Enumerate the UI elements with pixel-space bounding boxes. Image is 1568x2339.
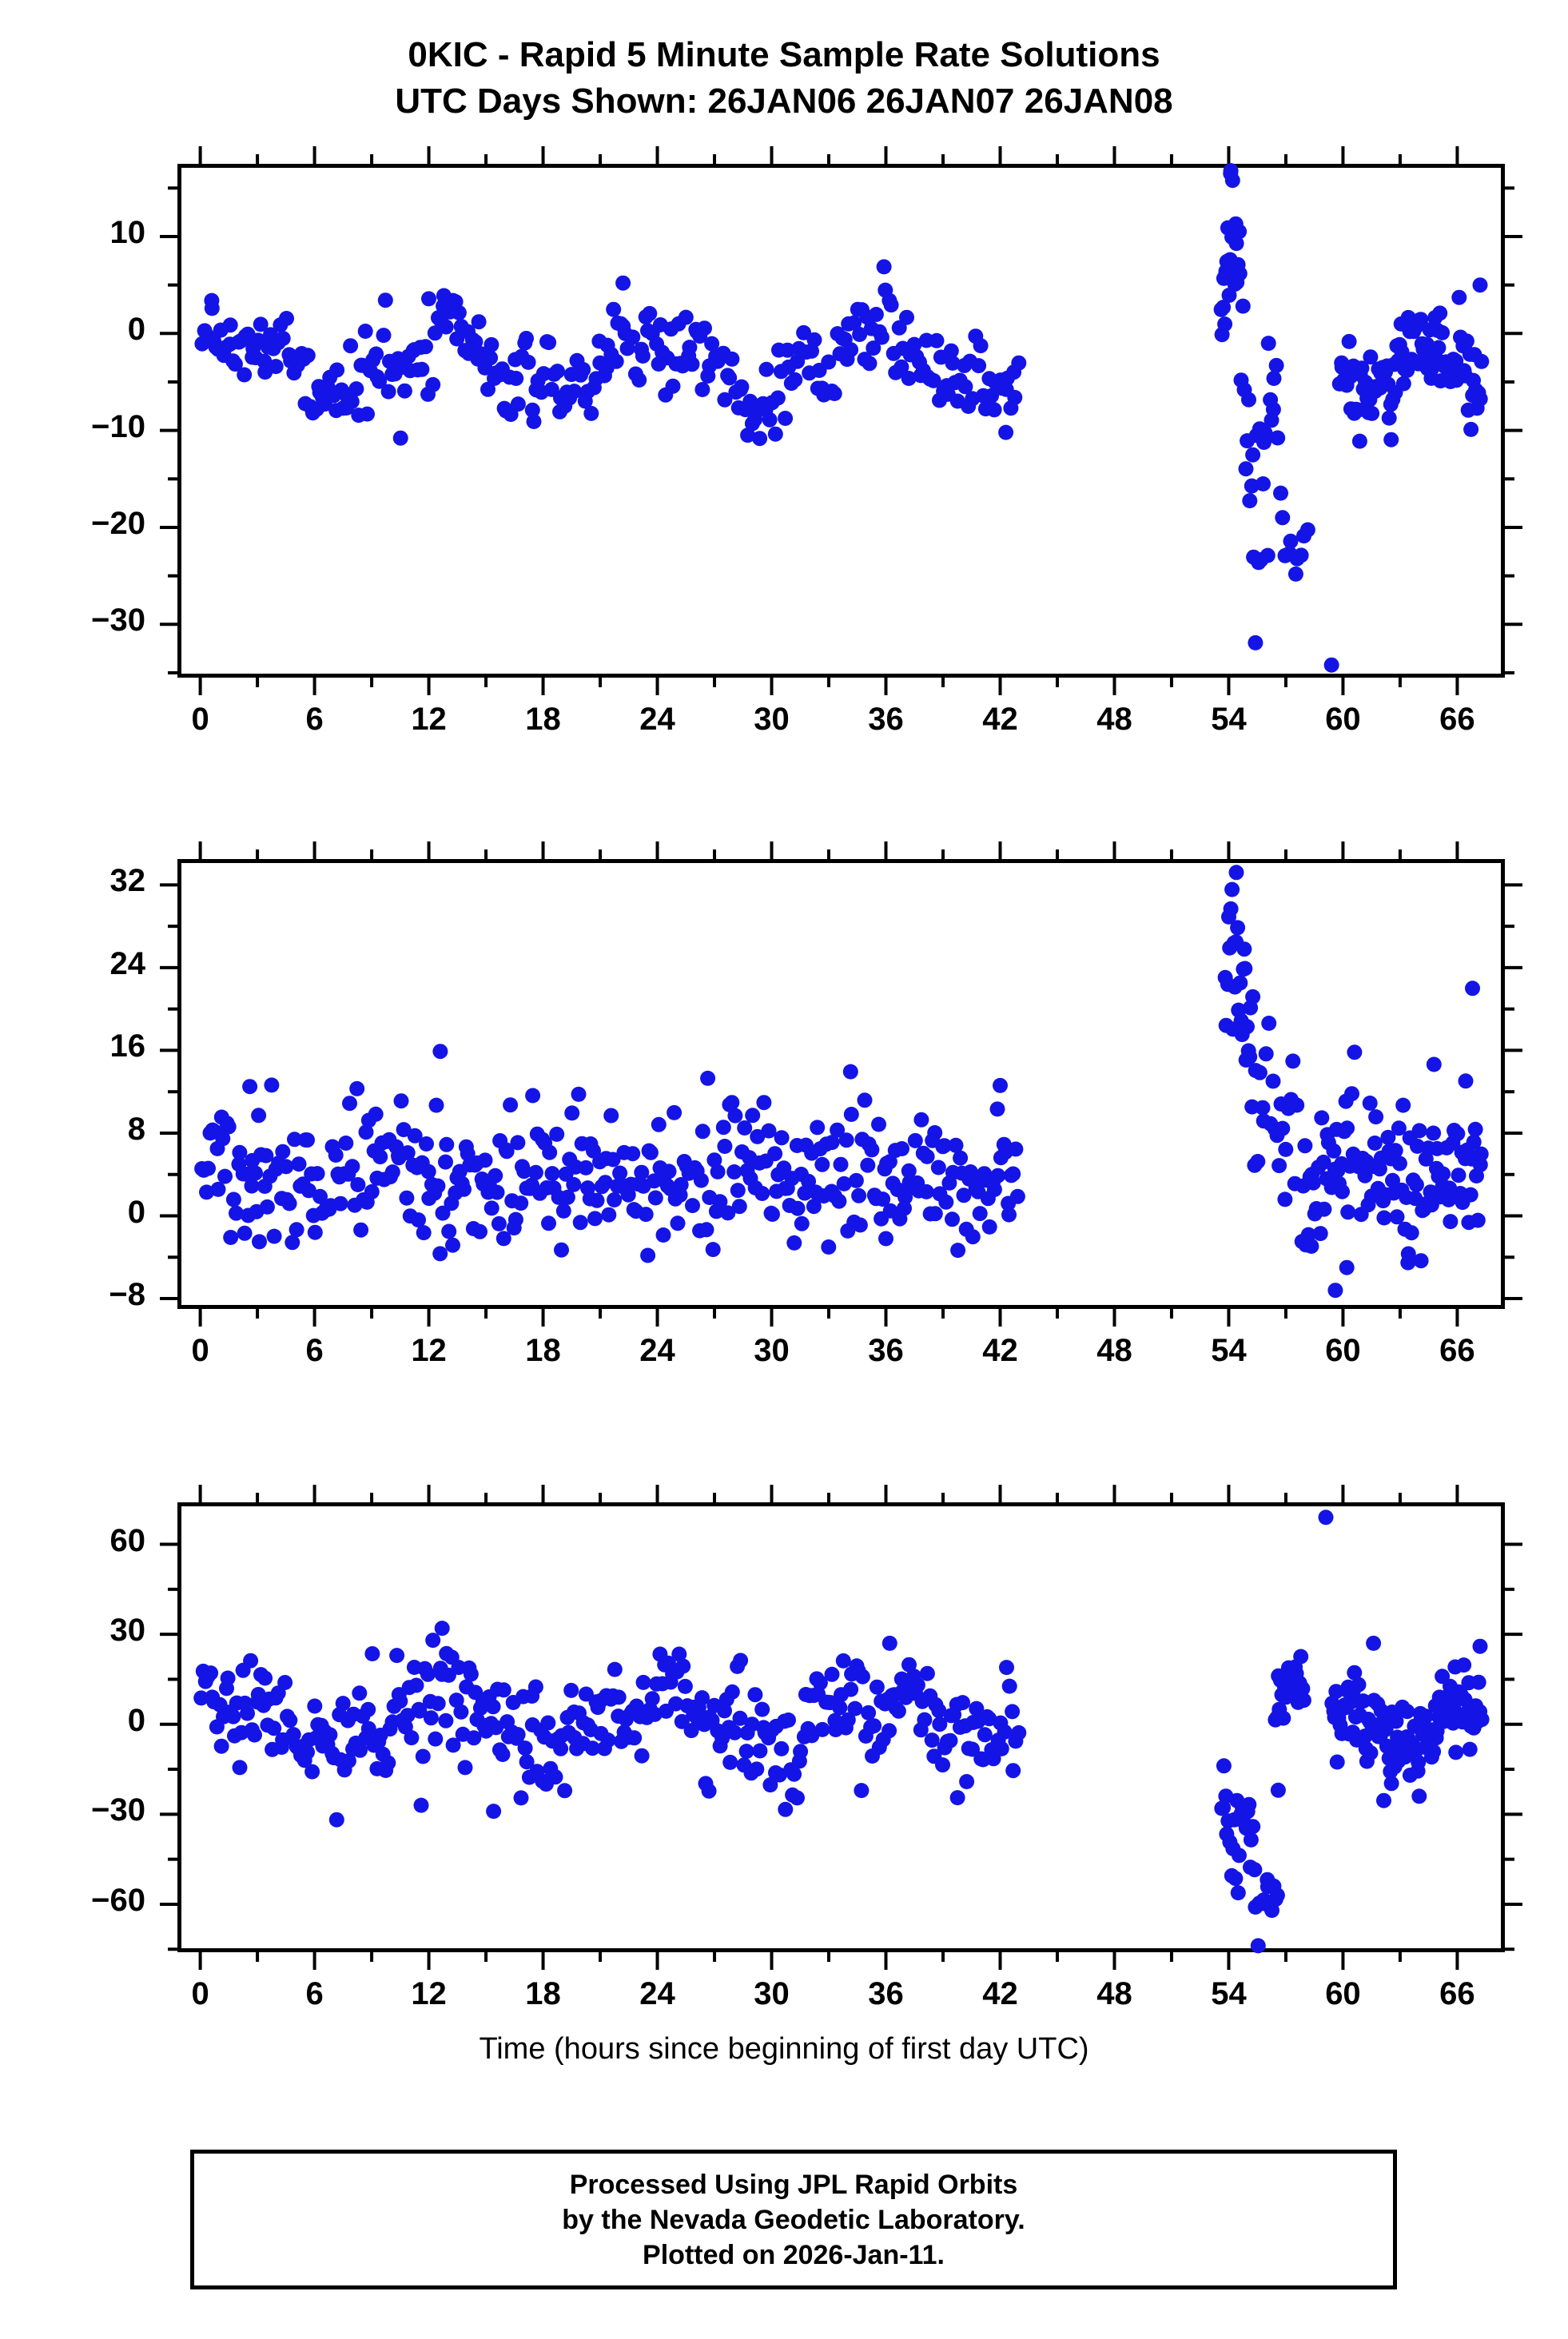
- xtick-label-east-36: 36: [868, 702, 904, 737]
- xaxis-title: Time (hours since beginning of first day…: [479, 2032, 1089, 2066]
- xtick-label-up-48: 48: [1096, 1976, 1132, 2011]
- xtick-label-east-12: 12: [411, 702, 447, 737]
- xtick-label-north-42: 42: [982, 1333, 1018, 1368]
- page-title: 0KIC - Rapid 5 Minute Sample Rate Soluti…: [0, 32, 1568, 125]
- plot-frame-up: [177, 1502, 1505, 1952]
- xtick-label-east-0: 0: [191, 702, 209, 737]
- xtick-label-up-60: 60: [1325, 1976, 1361, 2011]
- ytick-label-east-2: −10: [91, 408, 145, 444]
- ytick-label-north-5: −8: [109, 1277, 145, 1313]
- ytick-label-east-1: 0: [127, 312, 145, 348]
- xtick-label-east-18: 18: [525, 702, 561, 737]
- xtick-label-east-24: 24: [639, 702, 675, 737]
- xtick-label-east-48: 48: [1096, 702, 1132, 737]
- ytick-label-up-1: 30: [109, 1613, 146, 1649]
- ytick-label-north-2: 16: [109, 1028, 146, 1064]
- footer-line-1: Processed Using JPL Rapid Orbits: [569, 2169, 1018, 2200]
- ytick-label-north-1: 24: [109, 945, 146, 981]
- xtick-label-up-18: 18: [525, 1976, 561, 2011]
- xtick-label-up-42: 42: [982, 1976, 1018, 2011]
- footer-box: Processed Using JPL Rapid Orbits by the …: [190, 2150, 1397, 2289]
- xtick-label-east-54: 54: [1211, 702, 1247, 737]
- xtick-label-north-54: 54: [1211, 1333, 1247, 1368]
- xtick-label-up-24: 24: [639, 1976, 675, 2011]
- ytick-label-east-3: −20: [91, 505, 145, 541]
- xtick-label-north-60: 60: [1325, 1333, 1361, 1368]
- plot-frame-east: [177, 164, 1505, 678]
- xtick-label-up-12: 12: [411, 1976, 447, 2011]
- xtick-label-up-0: 0: [191, 1976, 209, 2011]
- xtick-label-up-6: 6: [305, 1976, 324, 2011]
- xtick-label-north-48: 48: [1096, 1333, 1132, 1368]
- xtick-label-east-42: 42: [982, 702, 1018, 737]
- footer-line-3: Plotted on 2026-Jan-11.: [643, 2239, 945, 2270]
- ytick-label-east-0: 10: [109, 214, 146, 250]
- ytick-label-north-0: 32: [109, 863, 146, 899]
- xtick-label-north-30: 30: [754, 1333, 790, 1368]
- xtick-label-up-66: 66: [1439, 1976, 1475, 2011]
- xtick-label-up-36: 36: [868, 1976, 904, 2011]
- xtick-label-east-6: 6: [305, 702, 324, 737]
- xtick-label-north-0: 0: [191, 1333, 209, 1368]
- ytick-label-north-4: 0: [127, 1194, 145, 1230]
- footer-line-2: by the Nevada Geodetic Laboratory.: [562, 2204, 1025, 2235]
- xtick-label-north-36: 36: [868, 1333, 904, 1368]
- xtick-label-north-66: 66: [1439, 1333, 1475, 1368]
- xtick-label-east-60: 60: [1325, 702, 1361, 737]
- xtick-label-up-54: 54: [1211, 1976, 1247, 2011]
- ytick-label-east-4: −30: [91, 603, 145, 638]
- ytick-label-up-4: −60: [91, 1882, 145, 1918]
- ytick-label-up-2: 0: [127, 1702, 145, 1738]
- ytick-label-north-3: 8: [127, 1111, 145, 1147]
- xtick-label-up-30: 30: [754, 1976, 790, 2011]
- xtick-label-north-18: 18: [525, 1333, 561, 1368]
- ytick-label-up-3: −30: [91, 1792, 145, 1828]
- title-line-2: UTC Days Shown: 26JAN06 26JAN07 26JAN08: [395, 82, 1173, 121]
- xtick-label-north-24: 24: [639, 1333, 675, 1368]
- xtick-label-north-12: 12: [411, 1333, 447, 1368]
- xtick-label-east-30: 30: [754, 702, 790, 737]
- xtick-label-east-66: 66: [1439, 702, 1475, 737]
- xtick-label-north-6: 6: [305, 1333, 324, 1368]
- title-line-1: 0KIC - Rapid 5 Minute Sample Rate Soluti…: [408, 35, 1160, 74]
- ytick-label-up-0: 60: [109, 1522, 146, 1558]
